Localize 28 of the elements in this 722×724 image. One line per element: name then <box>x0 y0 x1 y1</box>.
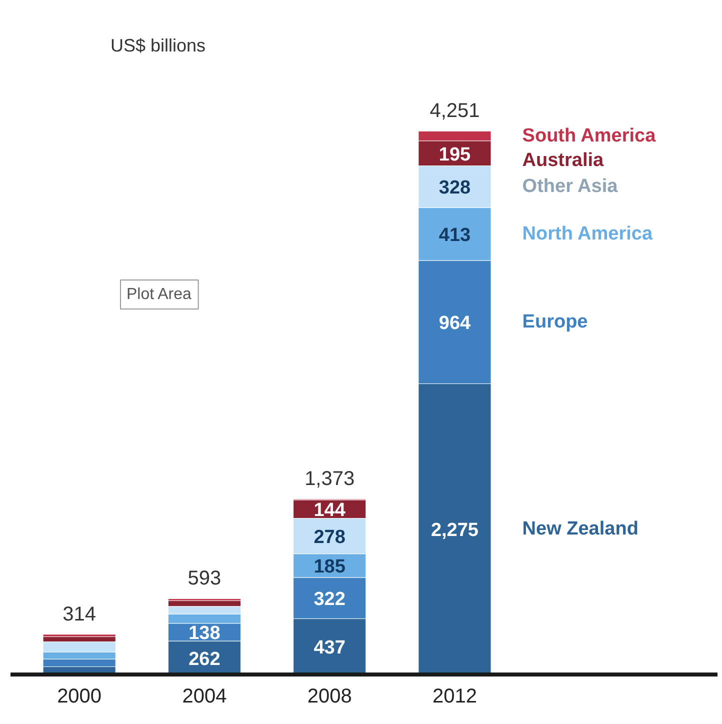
data-label: 328 <box>438 178 471 199</box>
series-label: Europe <box>522 312 588 333</box>
data-label: 413 <box>438 225 471 246</box>
series-label: New Zealand <box>522 518 638 540</box>
data-label: 322 <box>314 589 346 610</box>
data-label: 138 <box>188 623 220 644</box>
data-label: 144 <box>314 500 346 522</box>
data-label: 195 <box>438 144 472 166</box>
annotation: Plot Area <box>126 286 192 303</box>
data-label: 262 <box>188 648 220 670</box>
x-tick-label: 2000 <box>57 686 102 708</box>
data-label: 2,275 <box>430 520 479 542</box>
data-label: 964 <box>438 313 472 334</box>
total-label: 4,251 <box>430 100 480 122</box>
series-label: Australia <box>522 150 604 171</box>
x-tick-label: 2008 <box>307 686 352 708</box>
series-label: South America <box>522 125 656 146</box>
series-label: North America <box>522 224 653 245</box>
data-label: 185 <box>314 556 346 578</box>
series-label: Other Asia <box>522 176 618 198</box>
x-tick-label: 2004 <box>182 686 227 708</box>
total-label: 1,373 <box>304 468 355 490</box>
data-label: 437 <box>314 638 346 659</box>
x-tick-label: 2012 <box>432 686 477 708</box>
data-label: 278 <box>314 527 346 548</box>
total-label: 314 <box>62 603 96 626</box>
y-axis-title: US$ billions <box>110 36 206 56</box>
total-label: 593 <box>188 568 222 590</box>
